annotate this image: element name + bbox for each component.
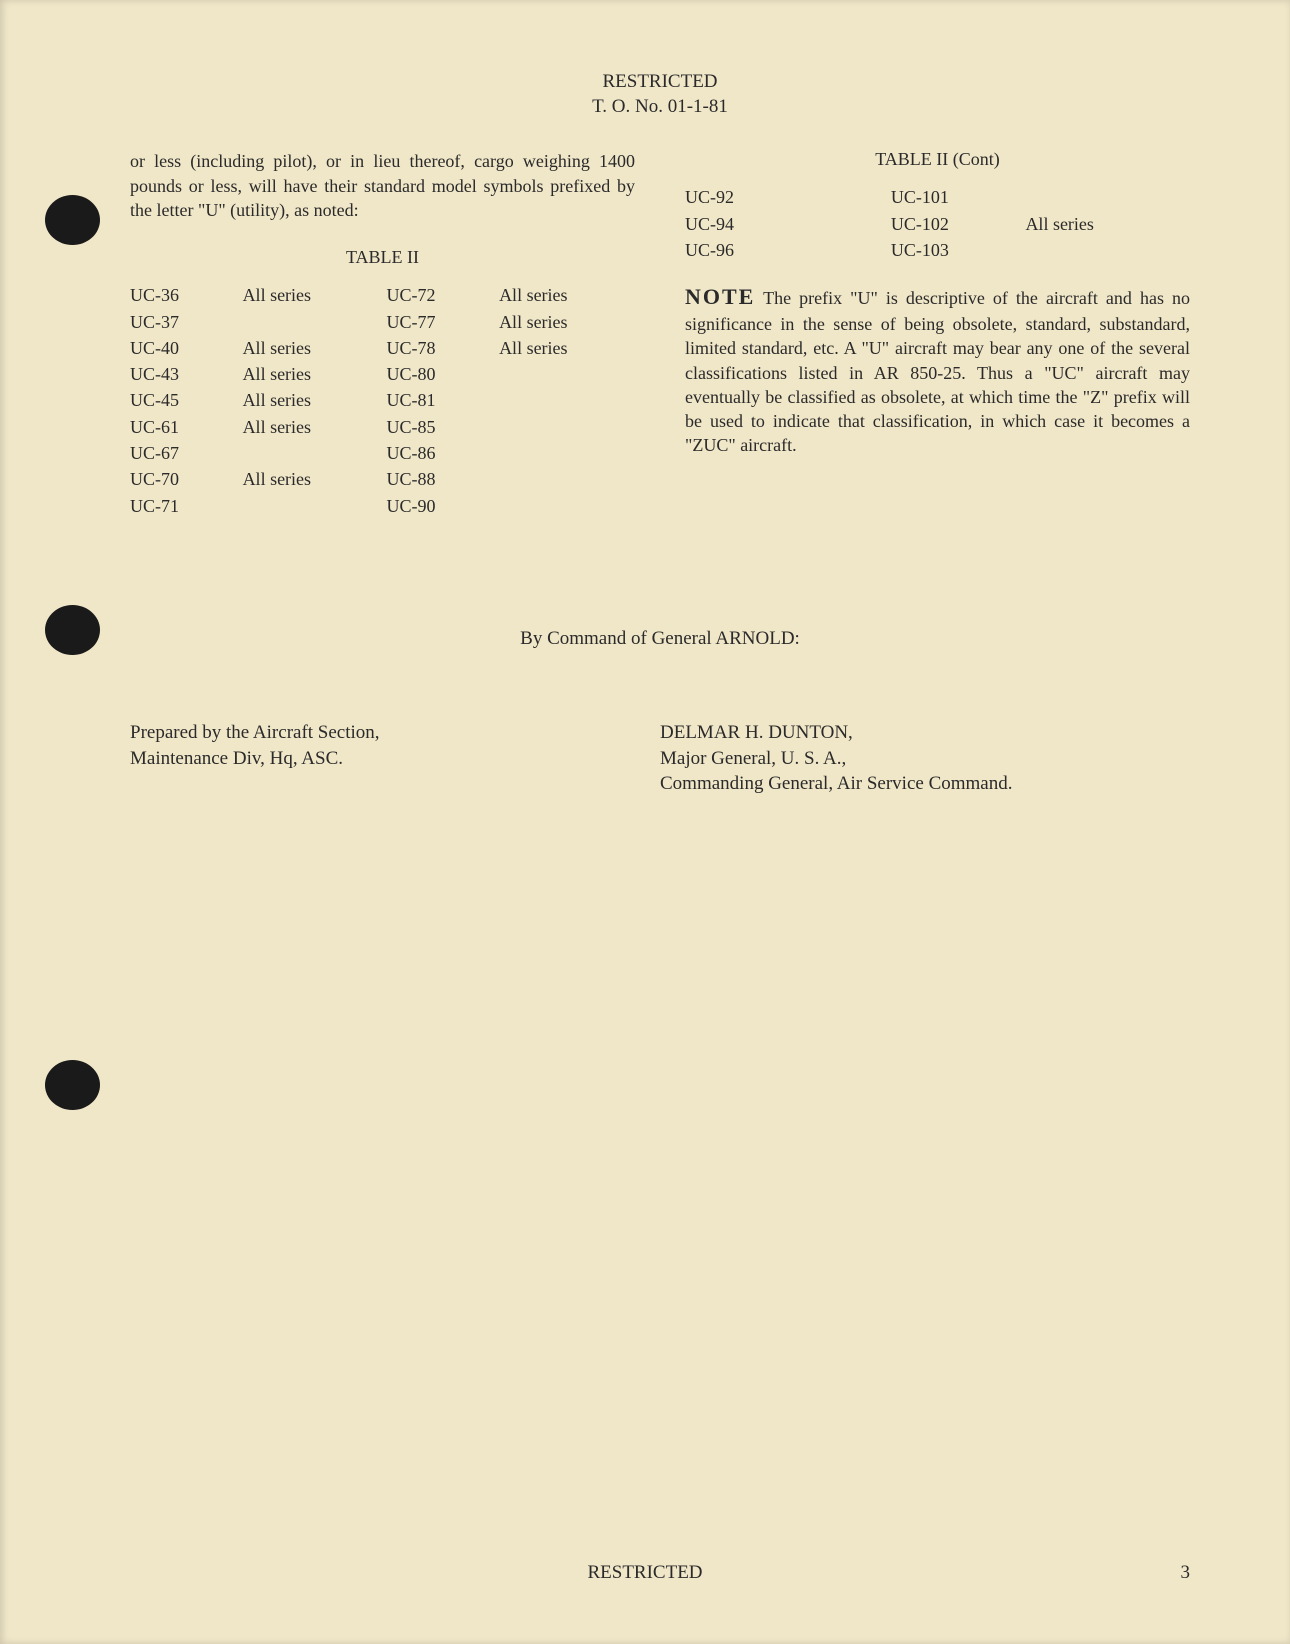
table-cell: All series	[1025, 212, 1190, 236]
table-cell: UC-61	[130, 415, 235, 439]
table-cell: All series	[243, 283, 379, 307]
table-cell: UC-70	[130, 467, 235, 491]
classification-top: RESTRICTED	[130, 70, 1190, 95]
binding-hole	[45, 195, 100, 245]
document-page: RESTRICTED T. O. No. 01-1-81 or less (in…	[0, 0, 1290, 1644]
table-cell: All series	[499, 336, 635, 360]
signatory: DELMAR H. DUNTON, Major General, U. S. A…	[660, 720, 1190, 797]
table-cell: All series	[243, 362, 379, 386]
content-area: or less (including pilot), or in lieu th…	[130, 149, 1190, 518]
note-paragraph: NOTE The prefix "U" is descriptive of th…	[685, 282, 1190, 457]
table-cell: UC-43	[130, 362, 235, 386]
table-2-cont-title: TABLE II (Cont)	[685, 149, 1190, 170]
table-cell: All series	[243, 336, 379, 360]
table-cell: UC-77	[386, 310, 491, 334]
table-cell: UC-85	[386, 415, 491, 439]
table-cell: UC-81	[386, 388, 491, 412]
document-number: T. O. No. 01-1-81	[130, 95, 1190, 120]
table-cell: All series	[243, 388, 379, 412]
table-cell	[499, 415, 635, 439]
table-cell: All series	[243, 467, 379, 491]
table-cell	[820, 212, 883, 236]
table-cell: UC-102	[891, 212, 1018, 236]
table-cell	[243, 441, 379, 465]
table-cell	[1025, 238, 1190, 262]
classification-bottom: RESTRICTED	[0, 1562, 1290, 1584]
table-cell	[499, 441, 635, 465]
table-cell: All series	[499, 283, 635, 307]
table-2-grid: UC-36 All series UC-72 All series UC-37 UC-77…	[130, 283, 635, 518]
table-cell: UC-101	[891, 185, 1018, 209]
table-cell: UC-45	[130, 388, 235, 412]
command-line: By Command of General ARNOLD:	[130, 628, 1190, 650]
table-cell	[243, 494, 379, 518]
note-label: NOTE	[685, 284, 755, 309]
table-cell: UC-92	[685, 185, 812, 209]
table-2-title: TABLE II	[130, 247, 635, 268]
table-cell: All series	[499, 310, 635, 334]
table-cell: UC-37	[130, 310, 235, 334]
prepared-by: Prepared by the Aircraft Section, Mainte…	[130, 720, 660, 797]
table-cell	[499, 362, 635, 386]
table-cell	[499, 388, 635, 412]
table-cell: All series	[243, 415, 379, 439]
table-cell	[499, 467, 635, 491]
table-cell	[499, 494, 635, 518]
note-text: The prefix "U" is descriptive of the air…	[685, 288, 1190, 455]
table-cell: UC-67	[130, 441, 235, 465]
table-cell: UC-78	[386, 336, 491, 360]
signature-section: Prepared by the Aircraft Section, Mainte…	[130, 720, 1190, 797]
table-cell: UC-80	[386, 362, 491, 386]
table-cell: UC-36	[130, 283, 235, 307]
table-cell	[820, 185, 883, 209]
right-column: TABLE II (Cont) UC-92 UC-101 UC-94 UC-102 Al…	[685, 149, 1190, 518]
left-column: or less (including pilot), or in lieu th…	[130, 149, 635, 518]
table-cell	[820, 238, 883, 262]
table-cell: UC-40	[130, 336, 235, 360]
page-number: 3	[1181, 1562, 1191, 1584]
signatory-name: DELMAR H. DUNTON,	[660, 720, 1190, 746]
table-cell: UC-94	[685, 212, 812, 236]
binding-hole	[45, 1060, 100, 1110]
table-cell: UC-96	[685, 238, 812, 262]
intro-paragraph: or less (including pilot), or in lieu th…	[130, 149, 635, 222]
table-cell: UC-71	[130, 494, 235, 518]
table-cell: UC-86	[386, 441, 491, 465]
page-header: RESTRICTED T. O. No. 01-1-81	[130, 70, 1190, 119]
signatory-rank: Major General, U. S. A.,	[660, 746, 1190, 772]
table-cell	[243, 310, 379, 334]
table-cell: UC-103	[891, 238, 1018, 262]
table-cell: UC-72	[386, 283, 491, 307]
table-cell	[1025, 185, 1190, 209]
binding-hole	[45, 605, 100, 655]
table-2-cont-grid: UC-92 UC-101 UC-94 UC-102 All series UC-96 UC-…	[685, 185, 1190, 262]
prepared-line-2: Maintenance Div, Hq, ASC.	[130, 746, 660, 772]
table-cell: UC-90	[386, 494, 491, 518]
table-cell: UC-88	[386, 467, 491, 491]
prepared-line-1: Prepared by the Aircraft Section,	[130, 720, 660, 746]
signatory-title: Commanding General, Air Service Command.	[660, 771, 1190, 797]
